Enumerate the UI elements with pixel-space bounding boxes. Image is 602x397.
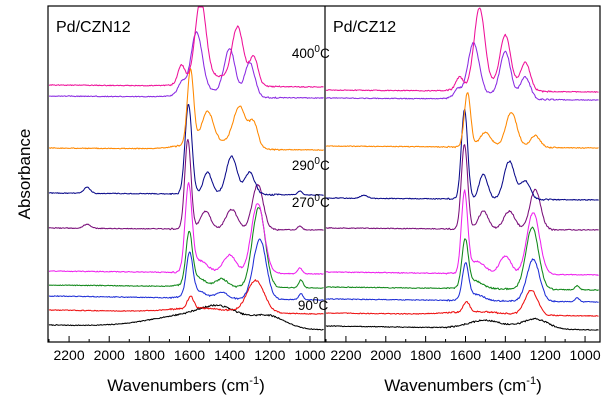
spectrum-line-orange bbox=[48, 67, 324, 151]
spectrum-line-navy bbox=[325, 108, 599, 201]
panel-pd-cz12: Pd/CZ12 2200 2000 1800 1600 1400 1200 1000 Wav… bbox=[325, 7, 601, 395]
spectrum-line-navy bbox=[48, 103, 324, 196]
spectrum-line-green bbox=[48, 207, 324, 289]
panel-title-pd-cz12: Pd/CZ12 bbox=[333, 19, 396, 36]
temperature-annotations: 4000C 2900C 2700C 900C bbox=[292, 44, 330, 313]
x-axis-ticks-pd-cz12: 2200 2000 1800 1600 1400 1200 1000 bbox=[325, 336, 601, 363]
spectrum-line-black bbox=[325, 317, 599, 331]
x-axis-title-pd-cz12: Wavenumbers (cm-1) bbox=[384, 375, 541, 395]
x-tick-label: 1800 bbox=[134, 347, 165, 363]
x-tick-label: 2200 bbox=[330, 347, 361, 363]
x-tick-label: 2000 bbox=[94, 347, 125, 363]
panel-title-pd-czn12: Pd/CZN12 bbox=[56, 19, 131, 36]
spectrum-line-orange bbox=[326, 92, 599, 149]
spectrum-line-violet bbox=[49, 31, 324, 99]
x-tick-label: 1000 bbox=[569, 347, 600, 363]
spectra-group-pd-czn12 bbox=[48, 6, 324, 331]
spectra-group-pd-cz12 bbox=[325, 7, 599, 331]
spectrum-line-green bbox=[325, 226, 599, 291]
spectrum-line-red bbox=[325, 289, 599, 317]
spectrum-line-violet bbox=[325, 42, 599, 101]
x-tick-label: 1800 bbox=[410, 347, 441, 363]
x-tick-label: 1400 bbox=[490, 347, 521, 363]
temperature-label: 2700C bbox=[292, 193, 330, 210]
spectrum-line-red bbox=[48, 279, 324, 315]
spectrum-line-purple bbox=[48, 138, 324, 231]
x-tick-label: 1600 bbox=[174, 347, 205, 363]
spectrum-line-pink bbox=[48, 6, 324, 88]
x-tick-label: 1000 bbox=[294, 347, 325, 363]
x-tick-label: 1600 bbox=[450, 347, 481, 363]
x-tick-label: 2000 bbox=[370, 347, 401, 363]
spectrum-line-pink bbox=[325, 7, 599, 93]
plot-frame bbox=[47, 5, 601, 343]
x-axis-title-pd-czn12: Wavenumbers (cm-1) bbox=[107, 375, 264, 395]
temperature-label: 2900C bbox=[292, 156, 330, 173]
spectrum-line-magenta bbox=[48, 182, 324, 275]
x-tick-label: 1400 bbox=[214, 347, 245, 363]
spectrum-line-black bbox=[48, 304, 324, 331]
spectrum-line-magenta bbox=[325, 189, 599, 276]
spectrum-line-blue bbox=[325, 258, 599, 303]
x-tick-label: 1200 bbox=[530, 347, 561, 363]
y-axis-title: Absorbance bbox=[15, 129, 34, 220]
x-axis-ticks-pd-czn12: 2200 2000 1800 1600 1400 1200 1000 bbox=[48, 336, 326, 363]
panel-pd-czn12: Pd/CZN12 4000C 2900C 2700C 900C 2200 2000 180… bbox=[48, 6, 330, 395]
temperature-label: 900C bbox=[298, 296, 329, 313]
spectrum-line-purple bbox=[325, 144, 599, 231]
x-tick-label: 2200 bbox=[53, 347, 84, 363]
spectrum-line-blue bbox=[48, 238, 324, 301]
x-tick-label: 1200 bbox=[254, 347, 285, 363]
temperature-label: 4000C bbox=[292, 44, 330, 61]
